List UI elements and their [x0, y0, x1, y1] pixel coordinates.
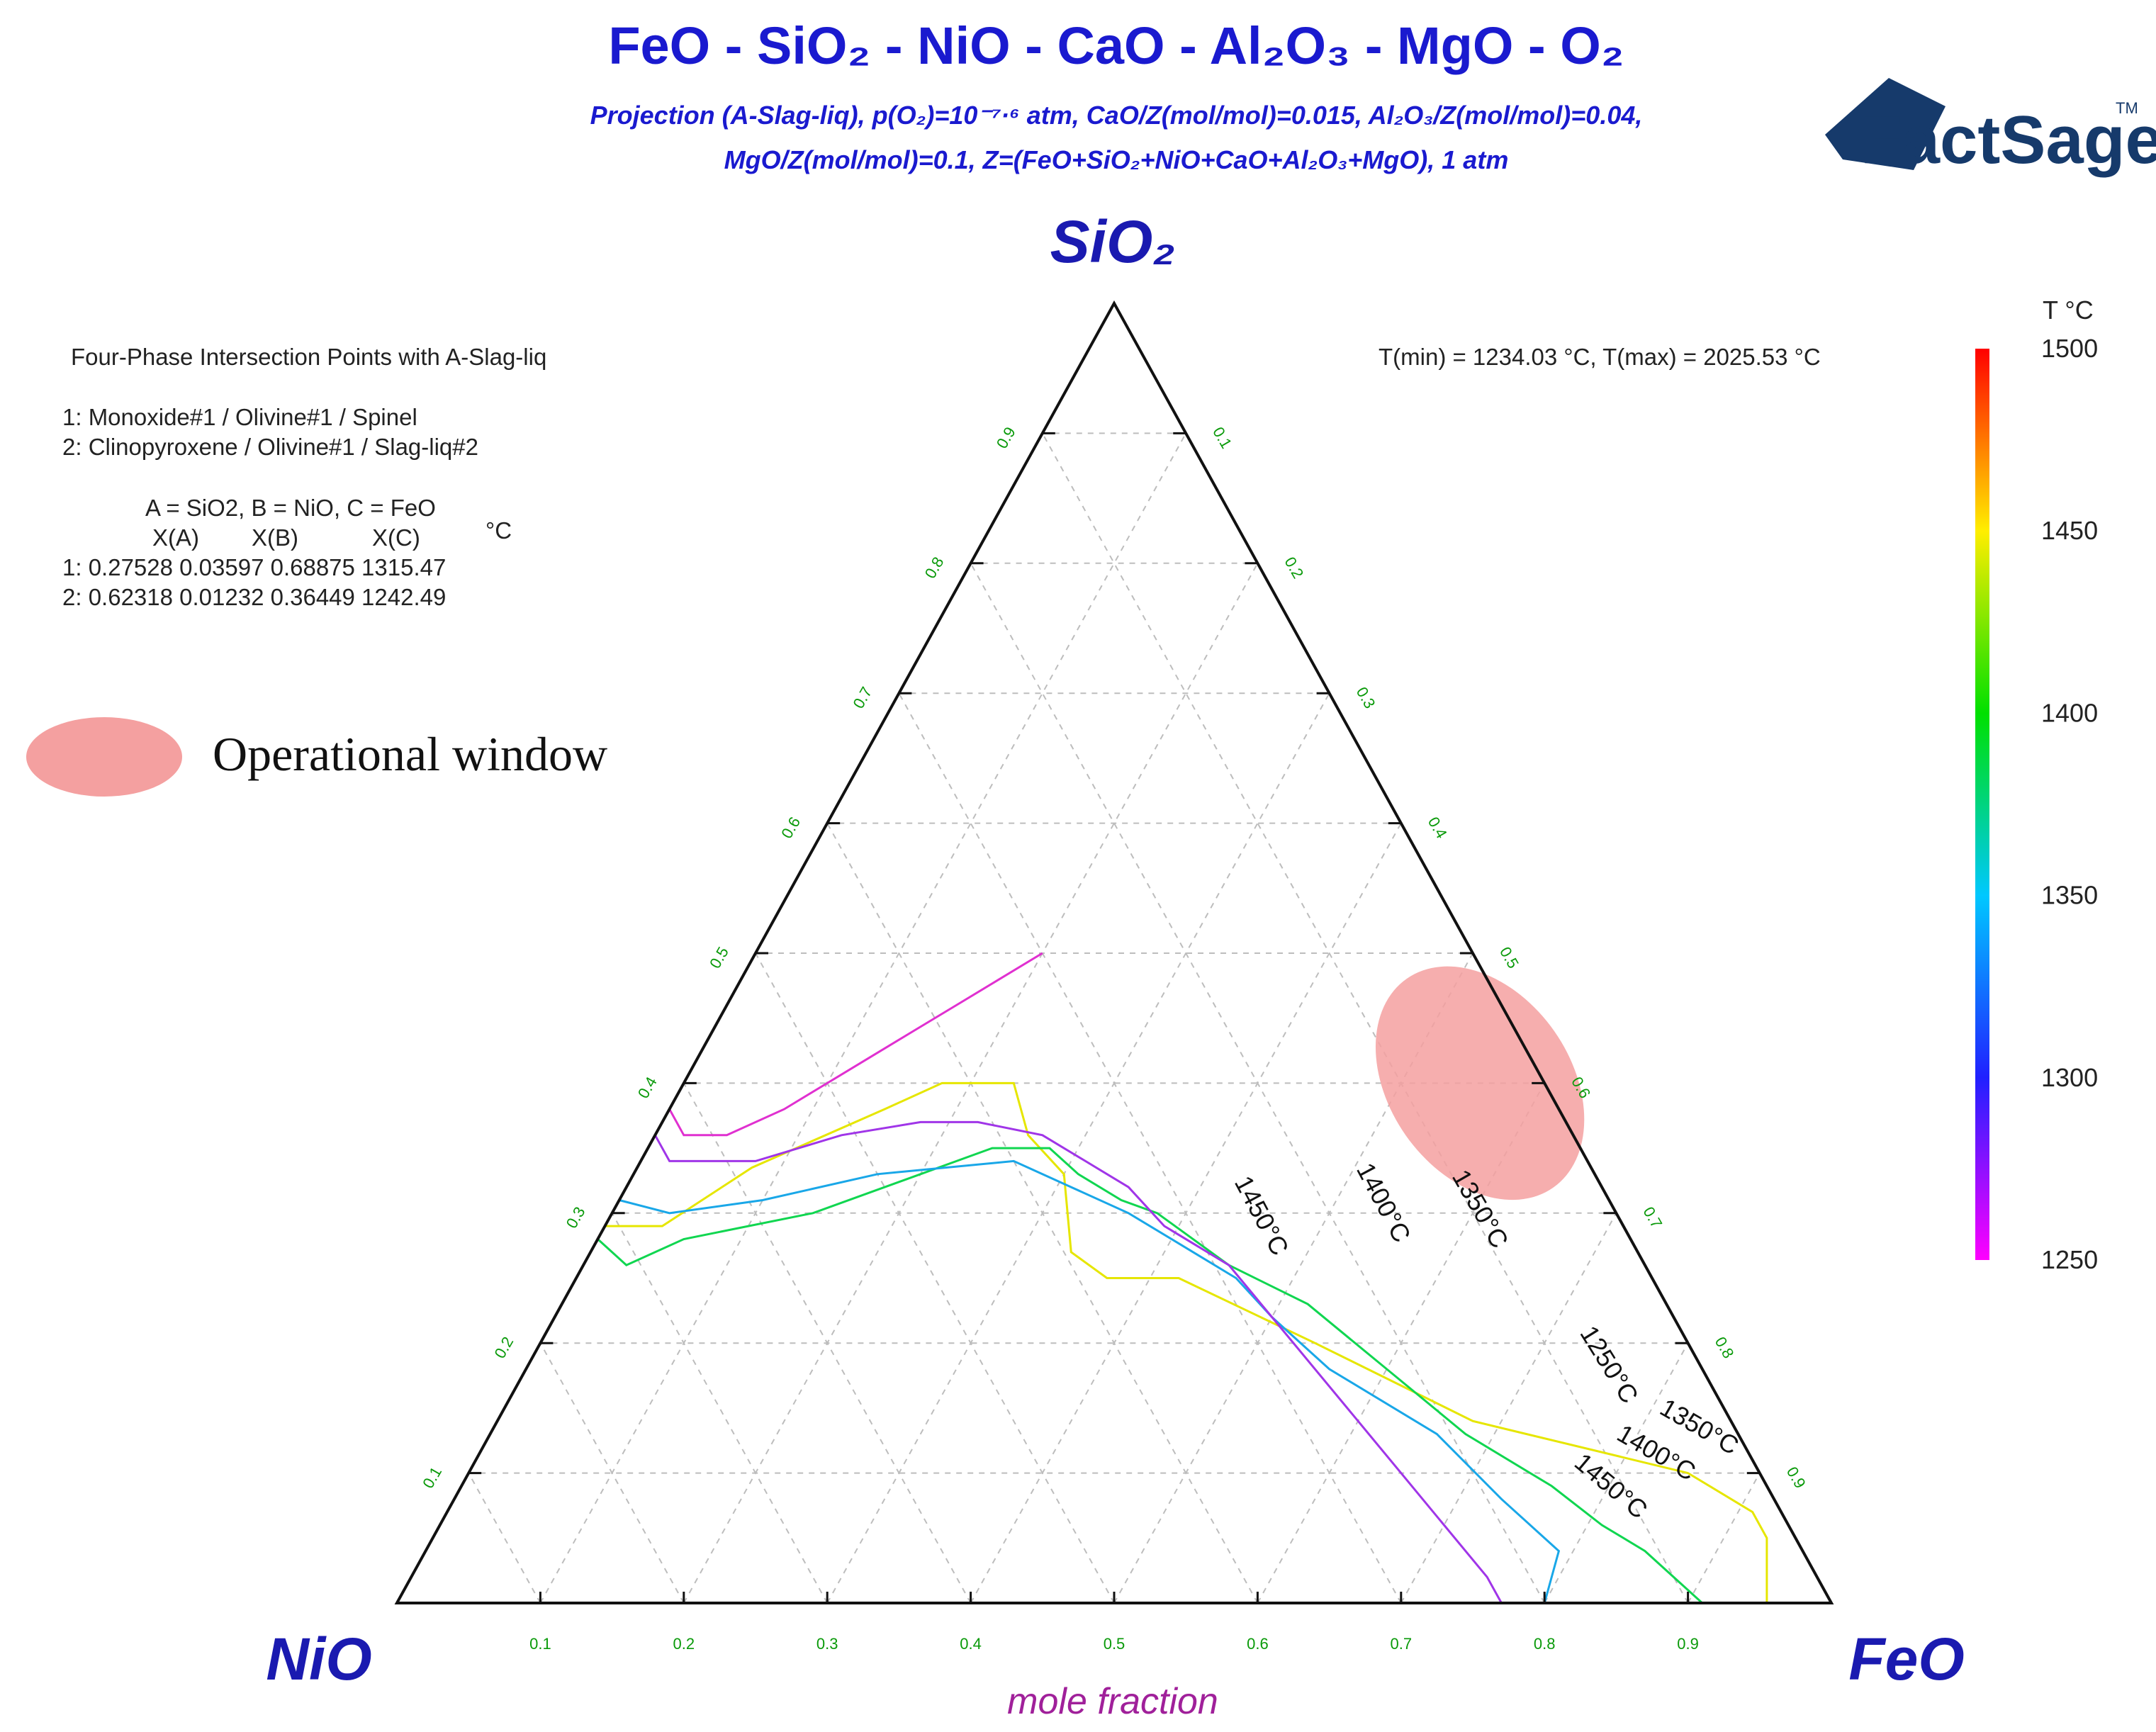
isotherm-label-1250: 1250°C: [1574, 1320, 1644, 1408]
legend: Operational window: [26, 717, 607, 797]
tick-label-left: 0.1: [419, 1463, 445, 1491]
grid-line-nio: [539, 1342, 685, 1604]
info-col-xc: X(C): [372, 524, 420, 551]
intersection-info-panel: Four-Phase Intersection Points with A-Sl…: [62, 344, 546, 610]
operational-window: [1375, 966, 1585, 1200]
isotherm-1450: [605, 1081, 1768, 1603]
vertex-label-right: FeO: [1848, 1626, 1964, 1692]
colorbar-label: 1500: [2041, 334, 2098, 363]
tick-label-bottom: 0.8: [1534, 1635, 1556, 1653]
info-col-xb: X(B): [252, 524, 298, 551]
colorbar-title: T °C: [2043, 296, 2094, 325]
chart-title: FeO - SiO₂ - NiO - CaO - Al₂O₃ - MgO - O…: [608, 16, 1624, 75]
tick-label-left: 0.3: [563, 1204, 589, 1232]
tick-label-bottom: 0.3: [816, 1635, 838, 1653]
info-point-1: 1: Monoxide#1 / Olivine#1 / Spinel: [62, 404, 417, 430]
legend-swatch: [26, 717, 182, 797]
isotherm-1400: [597, 1147, 1703, 1604]
logo-mark-icon: [1825, 78, 1946, 170]
operational-window-layer: [1375, 966, 1585, 1200]
grid-line-feo: [1544, 1342, 1689, 1604]
isotherm-layer: [597, 952, 1768, 1604]
tick-label-left: 0.9: [993, 424, 1019, 451]
tick-label-bottom: 0.5: [1104, 1635, 1125, 1653]
tick-label-left: 0.5: [706, 944, 732, 972]
info-heading: Four-Phase Intersection Points with A-Sl…: [71, 344, 546, 370]
isotherm-1300: [653, 1120, 1503, 1604]
isotherm-label-1400: 1400°C: [1351, 1158, 1417, 1247]
legend-label: Operational window: [213, 727, 607, 781]
tick-label-right: 0.7: [1639, 1204, 1666, 1232]
info-row-2: 2: 0.62318 0.01232 0.36449 1242.49: [62, 584, 446, 610]
grid-line-nio: [468, 1473, 541, 1604]
info-point-2: 2: Clinopyroxene / Olivine#1 / Slag-liq#…: [62, 434, 478, 460]
tick-label-bottom: 0.2: [673, 1635, 695, 1653]
isotherm-1350: [619, 1159, 1561, 1604]
temperature-colorbar: T °C 1500 1450 1400 1350 1300 1250: [1975, 296, 2098, 1274]
grid-line-nio: [755, 952, 1115, 1604]
tick-label-right: 0.2: [1281, 554, 1307, 582]
triangle-outline: [394, 300, 1834, 1604]
grid-line-nio: [898, 692, 1402, 1604]
colorbar-label: 1450: [2041, 516, 2098, 545]
grid-line-feo: [826, 692, 1330, 1604]
tick-label-left: 0.7: [849, 684, 875, 712]
info-row-1: 1: 0.27528 0.03597 0.68875 1315.47: [62, 554, 446, 580]
grid-line-feo: [1257, 1082, 1546, 1604]
info-col-temp: °C: [485, 517, 512, 544]
chart-subtitle-line1: Projection (A-Slag-liq), p(O₂)=10⁻⁷·⁶ at…: [590, 101, 1643, 130]
colorbar-label: 1300: [2041, 1063, 2098, 1092]
chart-subtitle-line2: MgO/Z(mol/mol)=0.1, Z=(FeO+SiO₂+NiO+CaO+…: [724, 145, 1509, 174]
mole-fraction-label: mole fraction: [1007, 1681, 1218, 1722]
tick-label-right: 0.8: [1712, 1334, 1738, 1361]
colorbar-label: 1350: [2041, 881, 2098, 910]
tick-label-left: 0.8: [921, 554, 948, 582]
grid-line-nio: [683, 1082, 972, 1604]
colorbar-label: 1250: [2041, 1245, 2098, 1274]
tick-label-left: 0.2: [490, 1334, 517, 1361]
tick-label-right: 0.1: [1209, 424, 1235, 451]
tick-label-left: 0.6: [777, 814, 804, 841]
colorbar-gradient: [1975, 349, 1989, 1260]
grid-line-feo: [539, 432, 1187, 1604]
grid-line-nio: [1041, 432, 1689, 1604]
tick-label-right: 0.9: [1783, 1463, 1809, 1491]
grid-line-nio: [611, 1213, 829, 1604]
vertex-label-left: NiO: [266, 1626, 371, 1692]
tick-label-right: 0.3: [1353, 684, 1379, 712]
tick-label-right: 0.5: [1496, 944, 1522, 972]
info-col-xa: X(A): [152, 524, 199, 551]
ternary-grid: [468, 432, 1761, 1604]
isotherm-1250: [668, 952, 1043, 1137]
grid-line-feo: [1687, 1473, 1761, 1604]
tick-label-bottom: 0.1: [529, 1635, 551, 1653]
isotherm-label-1450: 1450°C: [1229, 1171, 1295, 1260]
tick-label-bottom: 0.9: [1677, 1635, 1699, 1653]
colorbar-labels: 1500 1450 1400 1350 1300 1250: [2041, 334, 2098, 1274]
temperature-range-text: T(min) = 1234.03 °C, T(max) = 2025.53 °C: [1379, 344, 1821, 370]
colorbar-label: 1400: [2041, 698, 2098, 727]
tick-label-bottom: 0.7: [1391, 1635, 1413, 1653]
tick-label-right: 0.4: [1425, 814, 1451, 841]
info-component-def: A = SiO2, B = NiO, C = FeO: [145, 495, 436, 521]
tick-label-bottom: 0.4: [960, 1635, 982, 1653]
tick-label-left: 0.4: [634, 1074, 661, 1101]
tick-label-bottom: 0.6: [1247, 1635, 1269, 1653]
factsage-logo: FactSage TM: [1825, 78, 2156, 178]
triangle-frame: [394, 300, 1834, 1604]
vertex-label-top: SiO₂: [1050, 208, 1176, 275]
logo-tm: TM: [2116, 99, 2138, 117]
logo-text: FactSage: [1860, 102, 2156, 178]
